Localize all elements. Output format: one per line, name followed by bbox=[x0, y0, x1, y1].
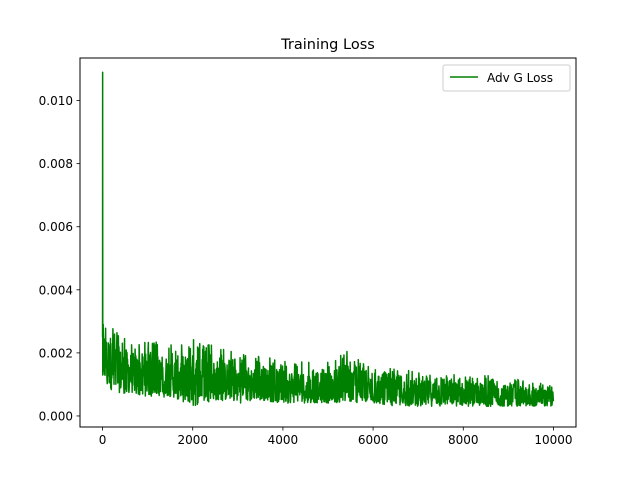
y-tick-label: 0.002 bbox=[39, 346, 73, 360]
x-tick-label: 6000 bbox=[358, 433, 389, 447]
chart-title: Training Loss bbox=[280, 37, 375, 53]
x-tick-label: 2000 bbox=[177, 433, 208, 447]
series-layer bbox=[101, 71, 555, 408]
plot-frame bbox=[79, 57, 577, 428]
x-tick-label: 4000 bbox=[268, 433, 299, 447]
legend-box bbox=[442, 64, 571, 92]
y-tick-label: 0.008 bbox=[39, 157, 73, 171]
legend-label: Adv G Loss bbox=[487, 71, 553, 85]
x-tick-label: 10000 bbox=[534, 433, 572, 447]
y-axis: 0.000 0.002 0.004 0.006 0.008 0.010 bbox=[39, 94, 80, 423]
legend: Adv G Loss bbox=[442, 64, 571, 92]
y-tick-label: 0.010 bbox=[39, 94, 73, 108]
y-tick-label: 0.004 bbox=[39, 283, 73, 297]
series-line-adv-g-loss bbox=[101, 71, 555, 408]
y-tick-label: 0.006 bbox=[39, 220, 73, 234]
x-tick-label: 8000 bbox=[448, 433, 479, 447]
y-tick-label: 0.000 bbox=[39, 409, 73, 423]
x-axis: 0 2000 4000 6000 8000 10000 bbox=[99, 427, 573, 447]
x-tick-label: 0 bbox=[99, 433, 107, 447]
